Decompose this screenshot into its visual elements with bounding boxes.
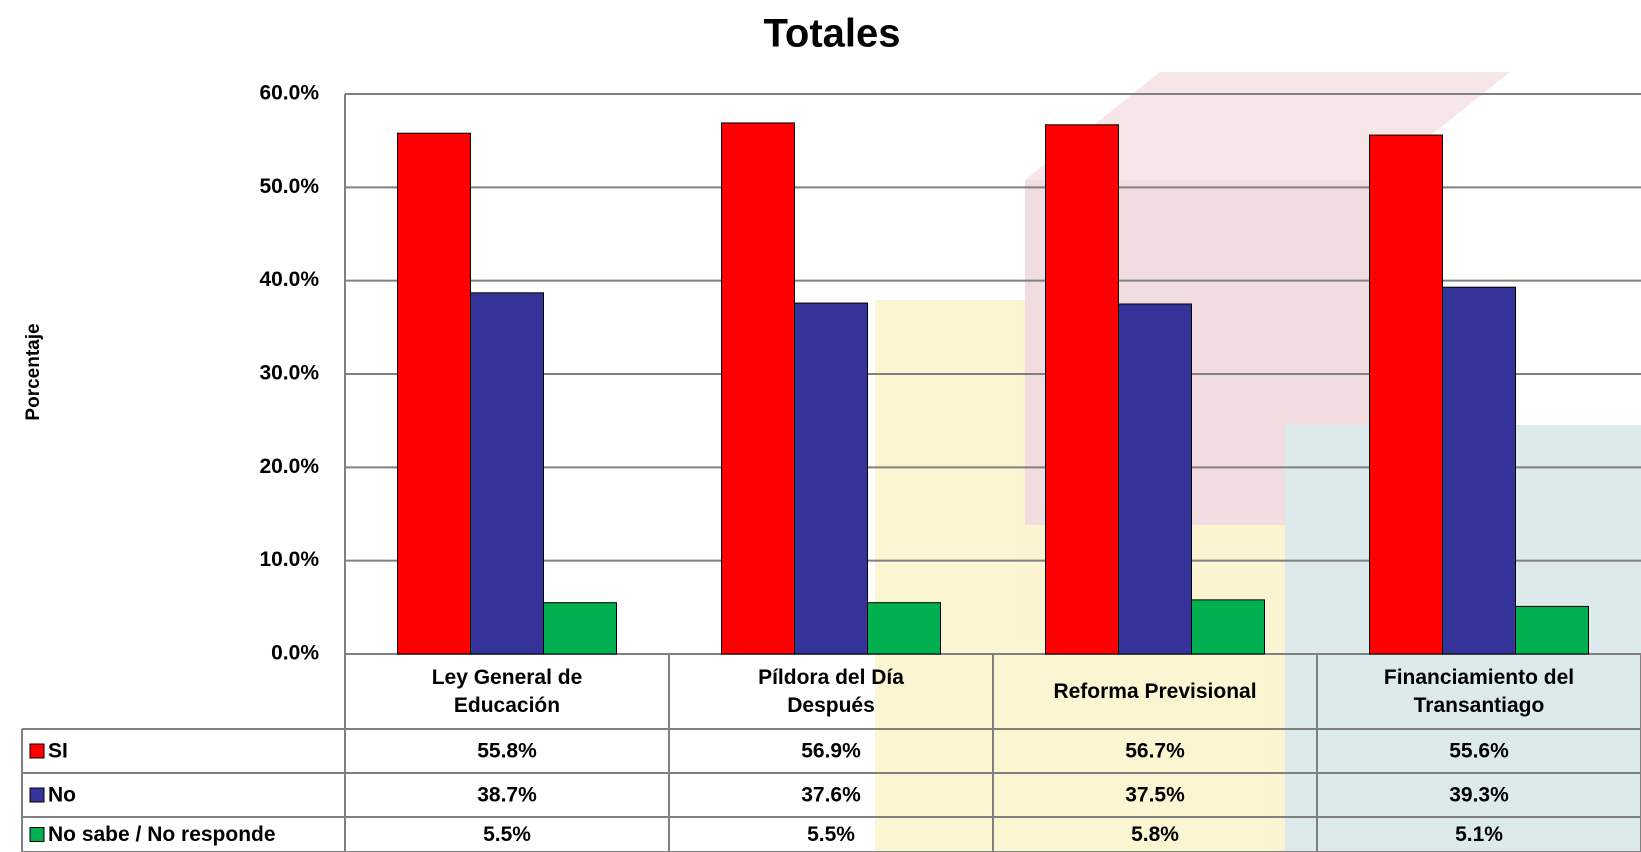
bar [795,303,868,654]
y-tick-label: 20.0% [259,455,319,478]
bar [398,133,471,654]
bar [722,123,795,654]
bar [868,603,941,654]
legend-label: No [48,784,76,807]
category-text: Ley General de Educación [390,664,625,719]
background-decor [875,72,1641,852]
bar [1516,606,1589,654]
value-label: 55.8% [477,740,537,763]
bar [1119,304,1192,654]
y-axis-label: Porcentaje [23,323,44,420]
category-text: Reforma Previsional [1053,678,1256,705]
bar [1192,600,1265,654]
value-label: 5.5% [483,823,531,846]
legend-swatch [30,828,44,842]
chart: Totales Porcentaje 0.0% 10.0% 20.0% 30.0% 40… [0,0,1641,852]
value-label: 5.1% [1455,823,1503,846]
legend-swatch [30,744,44,758]
value-label: 55.6% [1449,740,1509,763]
value-label: 5.8% [1131,823,1179,846]
value-label: 39.3% [1449,784,1509,807]
x-tick-label: Reforma Previsional [993,654,1317,729]
bar [1370,135,1443,654]
x-tick-label: Ley General de Educación [345,654,669,729]
value-label: 56.7% [1125,740,1185,763]
y-tick-label: 60.0% [259,82,319,105]
chart-title: Totales [763,12,900,56]
value-label: 37.5% [1125,784,1185,807]
y-tick-label: 50.0% [259,175,319,198]
value-label: 5.5% [807,823,855,846]
bar [1046,125,1119,654]
y-tick-label: 40.0% [259,268,319,291]
value-label: 38.7% [477,784,537,807]
value-label: 56.9% [801,740,861,763]
bar [544,603,617,654]
category-text: Píldora del Día Después [714,664,949,719]
x-tick-label: Píldora del Día Después [669,654,993,729]
y-tick-label: 0.0% [271,642,319,665]
value-label: 37.6% [801,784,861,807]
x-tick-label: Financiamiento del Transantiago [1317,654,1641,729]
category-text: Financiamiento del Transantiago [1362,664,1597,719]
y-tick-label: 10.0% [259,548,319,571]
legend-label: SI [48,740,68,763]
bar [471,293,544,654]
bar [1443,287,1516,654]
legend-label: No sabe / No responde [48,823,276,846]
y-tick-label: 30.0% [259,362,319,385]
legend-swatch [30,788,44,802]
